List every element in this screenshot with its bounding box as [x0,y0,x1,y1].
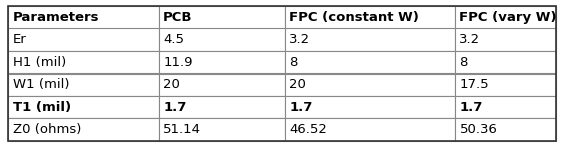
Text: Parameters: Parameters [12,11,99,24]
Bar [8,29,158,51]
Bar [455,74,556,96]
Text: 1.7: 1.7 [460,101,483,114]
Text: 1.7: 1.7 [289,101,313,114]
Bar [455,29,556,51]
Bar [285,51,455,74]
Text: 11.9: 11.9 [163,56,193,69]
Bar [285,6,455,29]
Text: PCB: PCB [163,11,193,24]
Text: 8: 8 [460,56,468,69]
Text: 3.2: 3.2 [460,33,481,46]
Bar [158,29,285,51]
Text: 17.5: 17.5 [460,78,489,91]
Text: FPC (constant W): FPC (constant W) [289,11,419,24]
Text: 4.5: 4.5 [163,33,184,46]
Bar [158,6,285,29]
Bar [455,51,556,74]
Bar [8,74,158,96]
Bar [158,96,285,118]
Text: H1 (mil): H1 (mil) [12,56,66,69]
Bar [158,51,285,74]
Bar [285,96,455,118]
Text: 8: 8 [289,56,298,69]
Text: 1.7: 1.7 [163,101,187,114]
Text: 3.2: 3.2 [289,33,311,46]
Bar [285,74,455,96]
Text: 20: 20 [289,78,306,91]
Text: 50.36: 50.36 [460,123,497,136]
Text: T1 (mil): T1 (mil) [12,101,70,114]
Bar [285,118,455,141]
Bar [8,51,158,74]
Text: Z0 (ohms): Z0 (ohms) [12,123,81,136]
Bar [455,96,556,118]
Text: FPC (vary W): FPC (vary W) [460,11,557,24]
Bar [158,118,285,141]
Bar [285,29,455,51]
Text: W1 (mil): W1 (mil) [12,78,69,91]
Text: 46.52: 46.52 [289,123,327,136]
Bar [455,6,556,29]
Bar [8,96,158,118]
Bar [8,118,158,141]
Bar [455,118,556,141]
Bar [8,6,158,29]
Bar [158,74,285,96]
Text: 20: 20 [163,78,180,91]
Text: Er: Er [12,33,27,46]
Text: 51.14: 51.14 [163,123,201,136]
